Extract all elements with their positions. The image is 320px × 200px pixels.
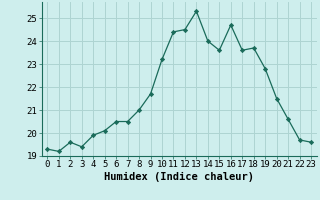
X-axis label: Humidex (Indice chaleur): Humidex (Indice chaleur) (104, 172, 254, 182)
